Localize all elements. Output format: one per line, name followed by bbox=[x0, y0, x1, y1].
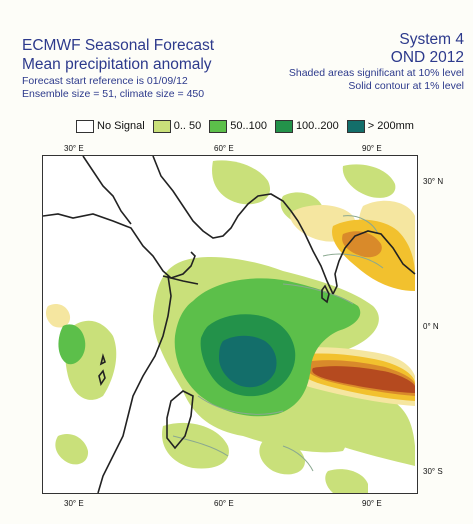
legend-swatch bbox=[76, 119, 94, 133]
map-panel bbox=[42, 155, 418, 494]
start-reference: Forecast start reference is 01/09/12 bbox=[22, 75, 188, 87]
legend-item-no-signal: No Signal bbox=[76, 119, 145, 133]
season-label: OND 2012 bbox=[390, 49, 464, 66]
note-shaded: Shaded areas significant at 10% level bbox=[288, 67, 464, 79]
legend-label: 50..100 bbox=[230, 120, 267, 132]
tick-bottom-60e: 60° E bbox=[214, 499, 234, 508]
legend-item-50-100: 50..100 bbox=[209, 119, 267, 133]
tick-top-60e: 60° E bbox=[214, 144, 234, 153]
legend-item-0-50: 0.. 50 bbox=[152, 119, 202, 133]
legend-swatch bbox=[346, 119, 365, 133]
legend-label: > 200mm bbox=[367, 120, 414, 132]
legend-item-200: > 200mm bbox=[346, 119, 414, 133]
legend: No Signal 0.. 50 50..100 100..200 > 200m… bbox=[76, 118, 422, 134]
tick-right-30s: 30° S bbox=[423, 467, 443, 476]
ensemble-size: Ensemble size = 51, climate size = 450 bbox=[22, 88, 205, 100]
note-contour: Solid contour at 1% level bbox=[348, 80, 464, 92]
header-right: System 4 OND 2012 Shaded areas significa… bbox=[289, 31, 464, 93]
tick-bottom-90e: 90° E bbox=[362, 499, 382, 508]
system-label: System 4 bbox=[399, 31, 464, 48]
tick-right-0n: 0° N bbox=[423, 322, 439, 331]
tick-right-30n: 30° N bbox=[423, 177, 444, 186]
legend-label: No Signal bbox=[97, 120, 145, 132]
tick-top-30e: 30° E bbox=[64, 144, 84, 153]
title: ECMWF Seasonal Forecast bbox=[22, 37, 215, 54]
subtitle: Mean precipitation anomaly bbox=[22, 56, 212, 73]
coastline-layer bbox=[43, 156, 416, 493]
legend-label: 100..200 bbox=[295, 120, 339, 132]
legend-swatch bbox=[274, 119, 293, 133]
tick-top-90e: 90° E bbox=[362, 144, 382, 153]
legend-item-100-200: 100..200 bbox=[274, 119, 339, 133]
wet-anomaly-layer bbox=[58, 278, 361, 417]
tick-bottom-30e: 30° E bbox=[64, 499, 84, 508]
header-left: ECMWF Seasonal Forecast Mean precipitati… bbox=[22, 36, 214, 101]
legend-swatch bbox=[209, 119, 228, 133]
legend-label: 0.. 50 bbox=[173, 120, 202, 132]
precipitation-map bbox=[43, 156, 416, 493]
legend-swatch bbox=[152, 119, 171, 133]
